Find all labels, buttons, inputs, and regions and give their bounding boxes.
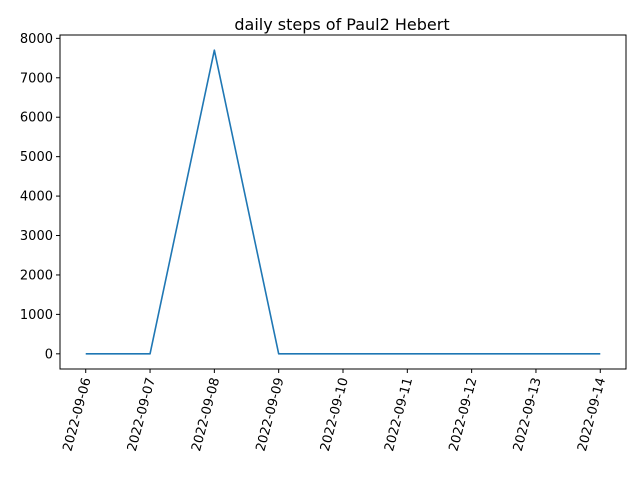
y-tick-label: 6000 xyxy=(20,111,53,126)
y-tick-label: 4000 xyxy=(20,190,53,205)
chart-title: daily steps of Paul2 Hebert xyxy=(234,15,449,34)
x-tick-label: 2022-09-11 xyxy=(382,376,416,453)
x-tick-label: 2022-09-12 xyxy=(446,376,480,453)
x-tick-label: 2022-09-10 xyxy=(318,376,352,453)
y-axis: 0 1000 2000 3000 4000 5000 6000 7000 8000 xyxy=(20,32,60,362)
x-tick-label: 2022-09-07 xyxy=(125,376,159,453)
x-tick-label: 2022-09-09 xyxy=(253,376,287,453)
x-tick-label: 2022-09-13 xyxy=(511,376,545,453)
x-axis: 2022-09-06 2022-09-07 2022-09-08 2022-09-09… xyxy=(61,369,609,453)
x-tick-label: 2022-09-06 xyxy=(61,376,95,453)
y-tick-label: 7000 xyxy=(20,71,53,86)
plot-area xyxy=(85,49,601,355)
y-tick-label: 1000 xyxy=(20,308,53,323)
y-tick-label: 8000 xyxy=(20,32,53,47)
y-tick-label: 5000 xyxy=(20,150,53,165)
y-tick-label: 0 xyxy=(45,347,53,362)
x-tick-label: 2022-09-08 xyxy=(189,376,223,453)
y-tick-label: 3000 xyxy=(20,229,53,244)
y-tick-label: 2000 xyxy=(20,268,53,283)
axes-frame xyxy=(59,34,627,370)
x-tick-label: 2022-09-14 xyxy=(575,376,609,453)
series-line-0 xyxy=(85,49,601,355)
